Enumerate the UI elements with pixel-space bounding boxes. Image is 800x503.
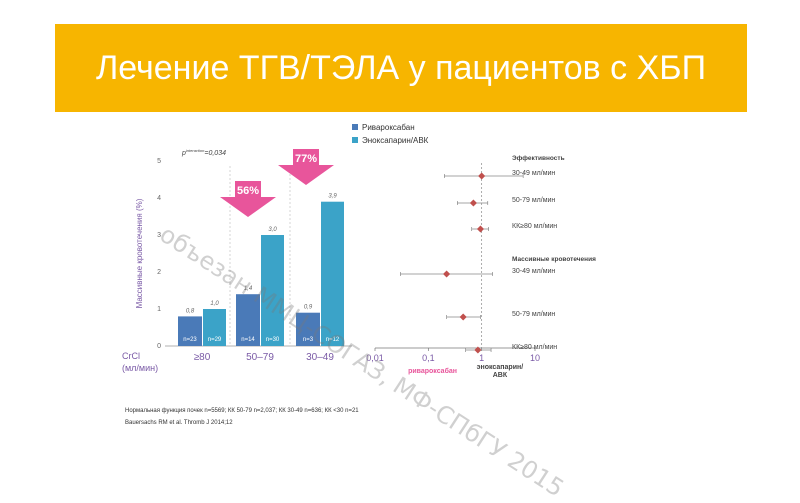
bar [261,235,284,346]
forest-tick-label: 10 [530,353,540,363]
y-axis-label: Массивные кровотечения (%) [135,198,144,308]
footnote: Нормальная функция почек n=5569; КК 50-7… [125,408,359,414]
bar-n-label: n=30 [266,337,280,343]
y-tick-label: 4 [157,195,161,202]
reduction-arrow [278,149,334,185]
forest-estimate-marker [469,199,477,207]
bar [321,201,344,346]
bar [178,316,202,346]
slide-title: Лечение ТГВ/ТЭЛА у пациентов с ХБП [95,48,707,87]
x-axis-label-line1: CrCl [122,351,140,361]
forest-row-label: 50-79 мл/мин [512,311,555,318]
favours-right-label-line1: эноксапарин/ [477,364,524,371]
x-tick-label: ≥80 [194,352,211,363]
favours-left-label: ривароксабан [408,367,457,375]
bar-n-label: n=3 [303,337,314,343]
chart-canvas: 0 1 2 3 4 5 Массивные кровотечения (%) pinterac… [122,123,596,379]
bar-value-label: 1,4 [244,286,253,292]
reduction-label: 56% [237,185,259,197]
forest-tick-label: 0,01 [366,353,384,363]
x-tick-label: 50–79 [246,352,274,363]
reference: Bauersachs RM et al. Thromb J 2014;12 [125,420,233,426]
forest-group-heading: Эффективность [512,155,565,162]
forest-estimate-marker [459,313,467,321]
legend-label: Эноксапарин/АВК [362,136,429,145]
forest-estimate-marker [443,270,451,278]
bar-n-label: n=14 [241,337,255,343]
forest-row-label: 30-49 мл/мин [512,170,555,177]
y-tick-label: 0 [157,343,161,350]
p-symbol: p [181,150,186,157]
forest-estimate-marker [476,225,485,233]
reduction-arrow [220,181,276,217]
legend-label: Ривароксабан [362,123,415,132]
forest-tick-label: 1 [479,353,484,363]
forest-estimate-marker [478,172,486,180]
y-tick-label: 5 [157,158,161,165]
legend-swatch [352,137,358,143]
bar-value-label: 3,0 [268,227,277,233]
y-tick-label: 3 [157,232,161,239]
x-axis-label-line2: (мл/мин) [122,363,158,373]
p-superscript: interaction [186,148,205,153]
p-value: pinteraction=0,034 [181,148,226,157]
bar-value-label: 3,9 [328,194,337,200]
y-tick-label: 2 [157,269,161,276]
p-number: =0,034 [204,150,226,157]
y-tick-label: 1 [157,306,161,313]
bar-n-label: n=12 [326,337,340,343]
bar-n-label: n=29 [208,337,222,343]
forest-group-heading: Массивные кровотечения [512,256,596,263]
title-banner: Лечение ТГВ/ТЭЛА у пациентов с ХБП [55,24,747,112]
bar [203,309,226,346]
forest-row-label: 30-49 мл/мин [512,268,555,275]
forest-row-label: КК≥80 мл/мин [512,223,557,230]
bar-value-label: 0,9 [304,305,313,311]
x-tick-label: 30–49 [306,352,334,363]
forest-estimate-marker [474,346,482,354]
bar [296,312,320,346]
favours-right-label-line2: АВК [493,372,508,379]
reduction-label: 77% [295,153,317,165]
bar [236,294,260,346]
forest-row-label: КК≥80 мл/мин [512,344,557,351]
legend-swatch [352,124,358,130]
bar-n-label: n=23 [183,337,197,343]
forest-row-label: 50-79 мл/мин [512,197,555,204]
bar-value-label: 0,8 [186,308,195,314]
forest-tick-label: 0,1 [422,353,435,363]
chart-panel: 0 1 2 3 4 5 Массивные кровотечения (%) pinterac… [120,118,625,440]
bar-value-label: 1,0 [210,301,219,307]
